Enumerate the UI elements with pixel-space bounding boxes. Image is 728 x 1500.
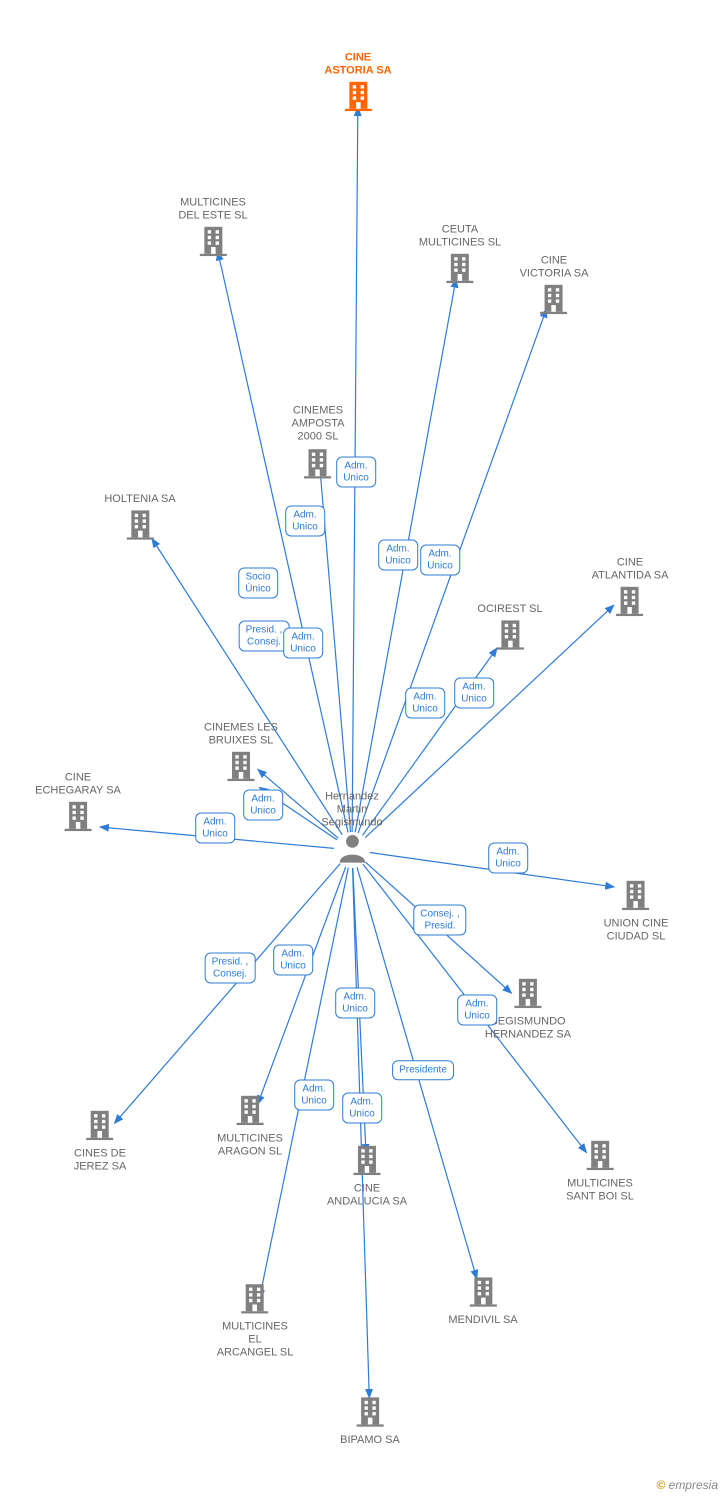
company-node-segismundo-hernandez[interactable]: SEGISMUNDO HERNANDEZ SA <box>485 974 571 1041</box>
company-node-union-cine-ciudad[interactable]: UNION CINE CIUDAD SL <box>604 876 669 943</box>
company-label: SEGISMUNDO HERNANDEZ SA <box>485 1015 571 1041</box>
company-label: MULTICINES SANT BOI SL <box>566 1177 634 1203</box>
company-node-multicines-aragon[interactable]: MULTICINES ARAGON SL <box>217 1091 283 1158</box>
edges-layer <box>0 0 728 1500</box>
edge-label: Socio Único <box>238 568 278 599</box>
company-node-cine-andalucia[interactable]: CINE ANDALUCIA SA <box>327 1141 407 1208</box>
brand-name: empresia <box>669 1478 718 1492</box>
edge-label: Presid. , Consej. <box>239 621 290 652</box>
edge-label: Presidente <box>392 1060 454 1080</box>
building-icon <box>465 1273 501 1314</box>
edge-label: Adm. Unico <box>294 1080 334 1111</box>
company-label: CINE ECHEGARAY SA <box>35 771 121 797</box>
building-icon <box>442 250 478 291</box>
center-person-node[interactable]: Hernandez Martin Segismundo <box>321 791 382 870</box>
company-node-cine-echegaray[interactable]: CINE ECHEGARAY SA <box>35 771 121 838</box>
edge-label: Consej. , Presid. <box>413 905 466 936</box>
building-icon <box>223 748 259 789</box>
edge-line <box>353 868 370 1398</box>
edge-label: Adm. Unico <box>195 813 235 844</box>
company-label: MENDIVIL SA <box>448 1314 517 1327</box>
edge-label: Presid. , Consej. <box>205 953 256 984</box>
company-label: CINE ANDALUCIA SA <box>327 1182 407 1208</box>
company-label: BIPAMO SA <box>340 1434 400 1447</box>
building-icon <box>60 798 96 839</box>
company-node-bipamo[interactable]: BIPAMO SA <box>340 1393 400 1447</box>
building-icon <box>122 506 158 547</box>
company-label: MULTICINES EL ARCANGEL SL <box>217 1321 294 1361</box>
company-label: UNION CINE CIUDAD SL <box>604 917 669 943</box>
company-label: MULTICINES ARAGON SL <box>217 1132 283 1158</box>
edge-label: Adm. Unico <box>420 545 460 576</box>
building-icon <box>82 1106 118 1147</box>
company-label: CINES DE JEREZ SA <box>74 1147 127 1173</box>
company-label: CINEMES AMPOSTA 2000 SL <box>292 405 345 445</box>
building-icon <box>349 1141 385 1182</box>
company-label: CINE ASTORIA SA <box>324 51 391 77</box>
company-label: CINE VICTORIA SA <box>520 254 589 280</box>
company-label: CINE ATLANTIDA SA <box>592 556 669 582</box>
edge-label: Adm. Unico <box>273 945 313 976</box>
building-icon <box>195 223 231 264</box>
edge-label: Adm. Unico <box>283 628 323 659</box>
edge-label: Adm. Unico <box>335 988 375 1019</box>
edge-line <box>258 867 346 1104</box>
person-icon <box>335 830 369 869</box>
center-person-label: Hernandez Martin Segismundo <box>321 791 382 831</box>
edge-label: Adm. Unico <box>457 995 497 1026</box>
building-icon <box>340 78 376 119</box>
copyright-symbol: © <box>656 1478 665 1492</box>
company-label: CINEMES LES BRUIXES SL <box>204 721 278 747</box>
building-icon <box>536 281 572 322</box>
company-node-cine-victoria[interactable]: CINE VICTORIA SA <box>520 254 589 321</box>
building-icon <box>492 616 528 657</box>
company-node-cinemes-les-bruixes[interactable]: CINEMES LES BRUIXES SL <box>204 721 278 788</box>
company-node-cine-atlantida[interactable]: CINE ATLANTIDA SA <box>592 556 669 623</box>
company-node-multicines-sant-boi[interactable]: MULTICINES SANT BOI SL <box>566 1136 634 1203</box>
company-node-cine-astoria[interactable]: CINE ASTORIA SA <box>324 51 391 118</box>
building-icon <box>618 876 654 917</box>
edge-label: Adm. Unico <box>285 506 325 537</box>
company-node-multicines-del-este[interactable]: MULTICINES DEL ESTE SL <box>178 196 247 263</box>
company-label: HOLTENIA SA <box>104 493 175 506</box>
building-icon <box>300 444 336 485</box>
building-icon <box>612 583 648 624</box>
edge-label: Adm. Unico <box>488 843 528 874</box>
building-icon <box>582 1136 618 1177</box>
company-node-ceuta-multicines[interactable]: CEUTA MULTICINES SL <box>419 223 501 290</box>
building-icon <box>510 974 546 1015</box>
company-node-multicines-el-arcangel[interactable]: MULTICINES EL ARCANGEL SL <box>217 1280 294 1361</box>
company-label: CEUTA MULTICINES SL <box>419 223 501 249</box>
company-node-ocirest[interactable]: OCIREST SL <box>477 603 542 657</box>
company-label: MULTICINES DEL ESTE SL <box>178 196 247 222</box>
edge-label: Adm. Unico <box>454 678 494 709</box>
building-icon <box>237 1280 273 1321</box>
company-node-holtenia[interactable]: HOLTENIA SA <box>104 493 175 547</box>
edge-label: Adm. Unico <box>405 688 445 719</box>
edge-line <box>362 648 497 836</box>
edge-label: Adm. Unico <box>342 1093 382 1124</box>
company-node-mendivil[interactable]: MENDIVIL SA <box>448 1273 517 1327</box>
edge-label: Adm. Unico <box>336 457 376 488</box>
company-label: OCIREST SL <box>477 603 542 616</box>
building-icon <box>232 1091 268 1132</box>
watermark: © empresia <box>656 1478 718 1492</box>
edge-label: Adm. Unico <box>243 790 283 821</box>
building-icon <box>352 1393 388 1434</box>
edge-label: Adm. Unico <box>378 540 418 571</box>
company-node-cines-de-jerez[interactable]: CINES DE JEREZ SA <box>74 1106 127 1173</box>
